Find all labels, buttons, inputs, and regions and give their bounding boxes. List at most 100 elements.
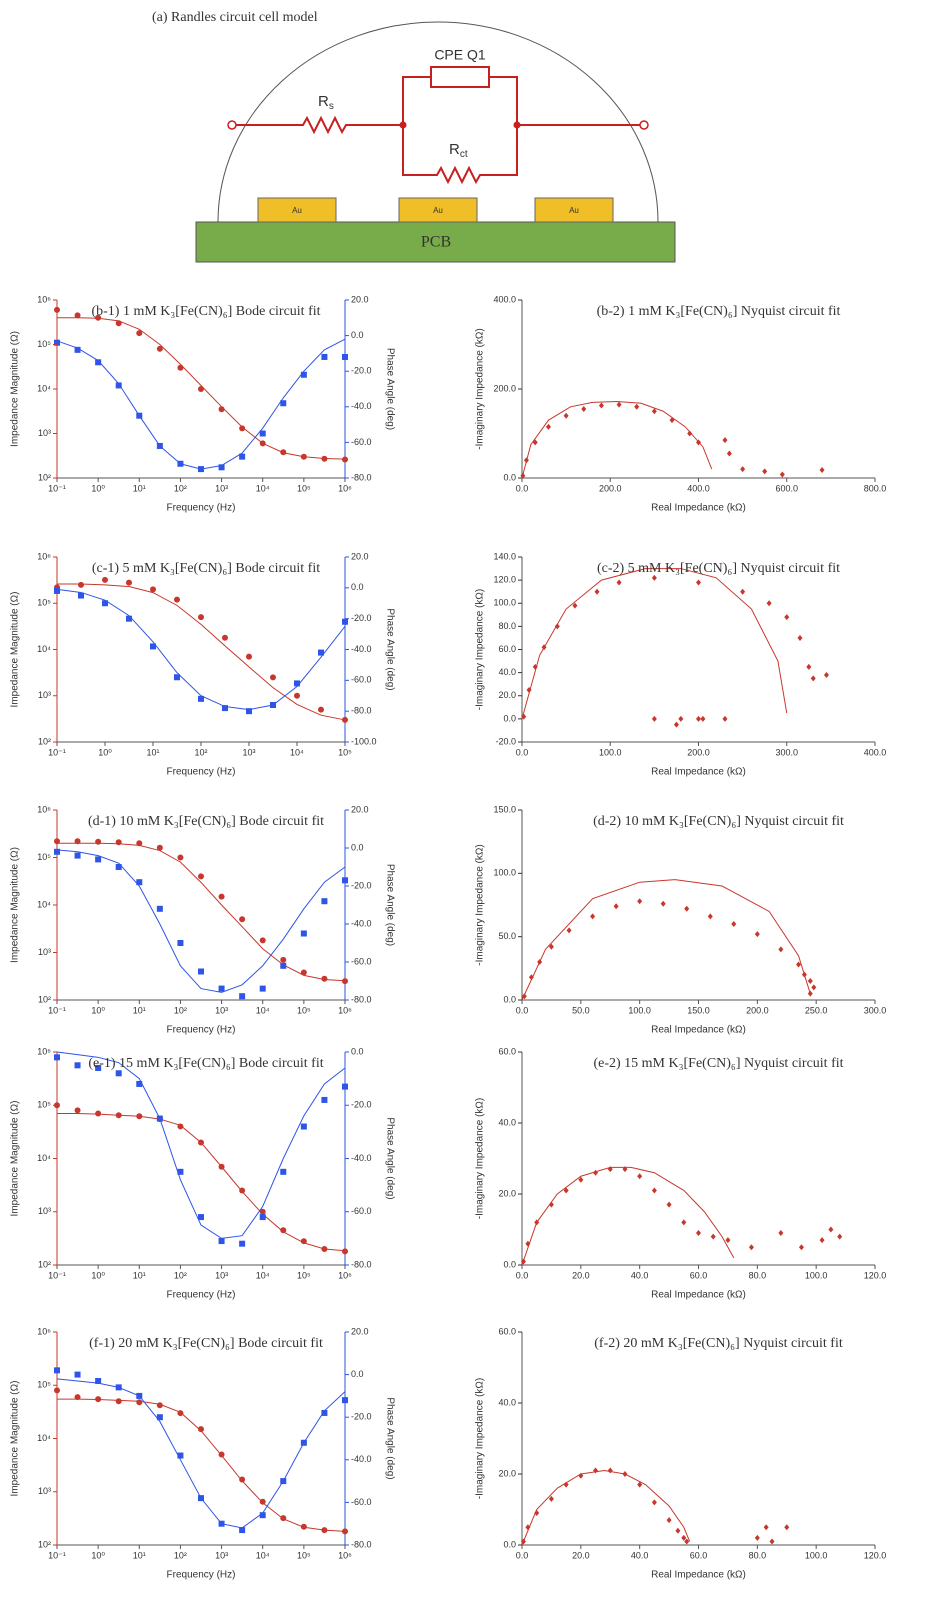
diagram-title: (a) Randles circuit cell model (152, 10, 318, 25)
chart-title: (c-2) 5 mM K₃[Fe(CN)₆] Nyquist circuit f… (597, 561, 840, 576)
data-point (819, 1237, 825, 1244)
x-tick-label: 0.0 (516, 1005, 529, 1015)
data-point (696, 1230, 701, 1237)
y-axis-label: Impedance Magnitude (Ω) (10, 847, 21, 963)
data-point (684, 1538, 690, 1545)
data-point (115, 864, 122, 870)
x-tick-label: 20.0 (572, 1270, 590, 1280)
data-point (725, 1237, 731, 1244)
x-tick-label: 10⁵ (338, 747, 352, 757)
x-tick-label: 10² (174, 1270, 187, 1280)
x-tick-label: 10⁰ (91, 1550, 105, 1560)
rs-resistor (236, 115, 403, 135)
data-point (666, 1201, 672, 1208)
y-tick-label: 50.0 (498, 931, 516, 941)
chart-title: (c-1) 5 mM K₃[Fe(CN)₆] Bode circuit fit (92, 561, 320, 576)
data-point (637, 1173, 643, 1180)
data-point (74, 312, 81, 319)
x-tick-label: 60.0 (690, 1270, 708, 1280)
y-tick-label: 10⁶ (37, 1326, 51, 1336)
y-tick-label: 10³ (38, 1486, 51, 1496)
x-tick-label: 10³ (215, 1550, 228, 1560)
data-point (784, 614, 790, 621)
data-point (125, 615, 132, 622)
x-tick-label: 10⁰ (91, 483, 105, 493)
y2-tick-label: -80.0 (351, 994, 372, 1004)
data-point (173, 674, 180, 681)
y-axis-label: -Imaginary Impedance (kΩ) (475, 589, 486, 710)
data-point (572, 602, 578, 609)
rct-sub: ct (460, 149, 468, 160)
y-tick-label: 0.0 (503, 1539, 516, 1549)
x-tick-label: 60.0 (690, 1550, 708, 1560)
data-point (259, 430, 266, 437)
data-point (342, 456, 348, 463)
y2-tick-label: -40.0 (351, 1153, 372, 1163)
x-tick-label: 10² (174, 1550, 187, 1560)
data-point (198, 614, 204, 621)
y2-tick-label: -20.0 (351, 366, 372, 376)
data-point (74, 852, 81, 859)
chart: 0.0 20.0 40.0 60.0 80.0 100.0 120.0 0.0 20.0 40.0… (475, 1046, 887, 1300)
x-tick-label: 10⁻¹ (48, 1005, 66, 1015)
data-point (95, 856, 102, 863)
data-point (637, 1481, 643, 1488)
x-tick-label: 10⁴ (256, 1550, 270, 1560)
data-point (342, 1083, 348, 1090)
node (399, 121, 407, 129)
data-point (221, 634, 228, 641)
data-point (239, 993, 246, 1000)
data-point (684, 905, 690, 912)
y2-tick-label: -60.0 (351, 1206, 372, 1216)
data-point (54, 848, 60, 855)
y2-tick-label: -40.0 (351, 401, 372, 411)
data-point (177, 854, 184, 861)
y2-axis-label: Phase Angle (deg) (384, 608, 395, 690)
y-tick-label: 10² (38, 994, 51, 1004)
x-tick-label: 10⁴ (256, 1005, 270, 1015)
fit-line (57, 1113, 346, 1252)
data-point (95, 1377, 102, 1384)
data-point (675, 1527, 681, 1534)
data-point (784, 1524, 790, 1531)
x-tick-label: 200.0 (599, 483, 622, 493)
y-tick-label: 10³ (38, 428, 51, 438)
data-point (156, 844, 163, 851)
chart: 0.0 20.0 40.0 60.0 80.0 100.0 120.0 0.0 20.0 40.0… (475, 1326, 887, 1580)
data-point (651, 1499, 657, 1506)
data-point (136, 330, 143, 337)
y-axis-label: -Imaginary Impedance (kΩ) (475, 844, 486, 965)
data-point (54, 587, 60, 594)
data-point (637, 898, 643, 905)
data-point (259, 1512, 266, 1519)
y-tick-label: 10⁵ (37, 598, 51, 608)
parallel-branch (402, 76, 518, 185)
y-tick-label: 40.0 (498, 667, 516, 677)
fit-line (56, 338, 346, 470)
data-point (300, 1123, 307, 1130)
data-point (136, 1399, 143, 1406)
y-tick-label: 400.0 (493, 294, 516, 304)
data-point (150, 643, 156, 650)
y-tick-label: 100.0 (493, 598, 516, 608)
y-axis-label: -Imaginary Impedance (kΩ) (475, 1098, 486, 1219)
data-point (136, 879, 143, 886)
data-point (528, 974, 534, 981)
data-point (594, 588, 600, 595)
data-point (177, 1168, 184, 1175)
x-axis-label: Frequency (Hz) (167, 767, 236, 778)
y-tick-label: 140.0 (493, 551, 516, 561)
data-point (581, 406, 587, 413)
x-tick-label: 10² (194, 747, 207, 757)
y-tick-label: 20.0 (498, 690, 516, 700)
x-tick-label: 10⁵ (297, 1270, 311, 1280)
data-point (221, 705, 228, 712)
y-tick-label: -20.0 (495, 736, 516, 746)
y-tick-label: 20.0 (498, 1468, 516, 1478)
data-point (748, 1244, 754, 1251)
x-tick-label: 10⁴ (256, 483, 270, 493)
data-point (548, 1495, 554, 1502)
x-tick-label: 10⁶ (338, 1270, 352, 1280)
data-point (613, 903, 619, 910)
x-tick-label: 20.0 (572, 1550, 590, 1560)
